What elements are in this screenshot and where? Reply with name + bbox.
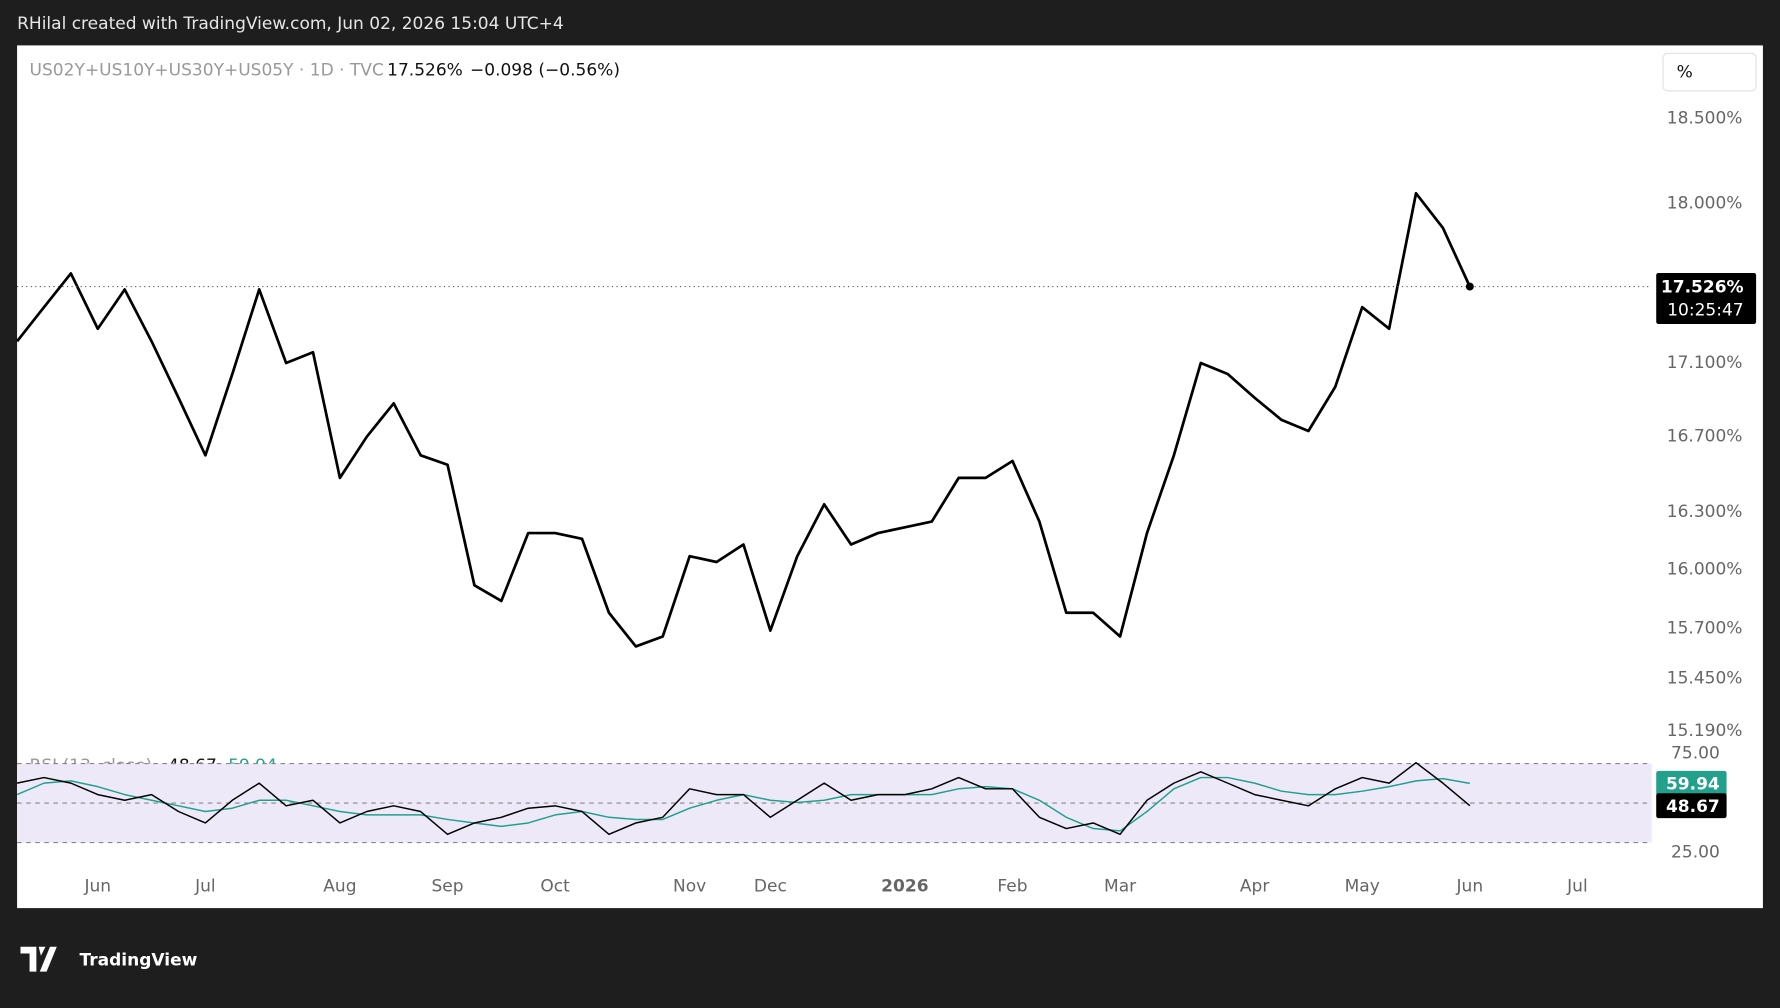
x-tick-label: Feb <box>997 877 1027 897</box>
y-tick-label: 15.700% <box>1667 619 1743 639</box>
y-tick-label: 18.500% <box>1667 108 1743 128</box>
y-tick-label: 16.700% <box>1667 427 1743 447</box>
countdown: 10:25:47 <box>1667 300 1743 320</box>
rsi-badge <box>1656 793 1727 819</box>
last-value: 17.526% <box>387 60 463 80</box>
series-line <box>16 761 1471 836</box>
x-tick-label: Dec <box>754 877 787 897</box>
rsi-badge-value: 48.67 <box>1666 797 1720 817</box>
y-tick-label: 15.190% <box>1667 721 1743 741</box>
x-tick-label: Jul <box>1566 877 1588 897</box>
y-tick-label: 16.300% <box>1667 502 1743 522</box>
x-tick-label: Apr <box>1240 877 1269 897</box>
series-line <box>16 191 1472 648</box>
rsi-badge <box>1656 770 1727 796</box>
unit-button[interactable] <box>1662 52 1757 92</box>
y-tick-label: 25.00 <box>1671 842 1720 862</box>
y-tick-label: 75.00 <box>1671 744 1720 764</box>
logo-text: TradingView <box>80 950 198 970</box>
logo: TradingView <box>20 946 198 972</box>
last-point <box>1465 282 1474 291</box>
x-tick-label: Mar <box>1104 877 1136 897</box>
y-tick-label: 18.000% <box>1667 194 1743 214</box>
x-tick-label: 2026 <box>881 877 928 897</box>
unit-label[interactable]: % <box>1677 63 1693 83</box>
plot: 18.500% 18.000% 17.100% 16.700% 16.300% 16.00… <box>16 108 1757 897</box>
change: −0.098 (−0.56%) <box>470 60 620 80</box>
price-badge <box>1656 272 1757 325</box>
x-tick-label: Jul <box>194 877 216 897</box>
credit: RHilal created with TradingView.com, Jun… <box>17 14 564 34</box>
x-tick-label: Aug <box>323 877 356 897</box>
x-tick-label: May <box>1345 877 1380 897</box>
y-tick-label: 16.000% <box>1667 560 1743 580</box>
x-tick-label: Sep <box>431 877 463 897</box>
rsi-badge-value: 59.94 <box>1666 775 1720 795</box>
y-tick-label: 15.450% <box>1667 668 1743 688</box>
x-tick-label: Jun <box>83 877 111 897</box>
x-tick-label: Nov <box>673 877 706 897</box>
price-badge-value: 17.526% <box>1661 278 1744 298</box>
y-tick-label: 17.100% <box>1667 353 1743 373</box>
symbol: US02Y+US10Y+US30Y+US05Y · 1D · TVC <box>30 60 384 80</box>
x-tick-label: Oct <box>540 877 570 897</box>
x-tick-label: Jun <box>1456 877 1484 897</box>
